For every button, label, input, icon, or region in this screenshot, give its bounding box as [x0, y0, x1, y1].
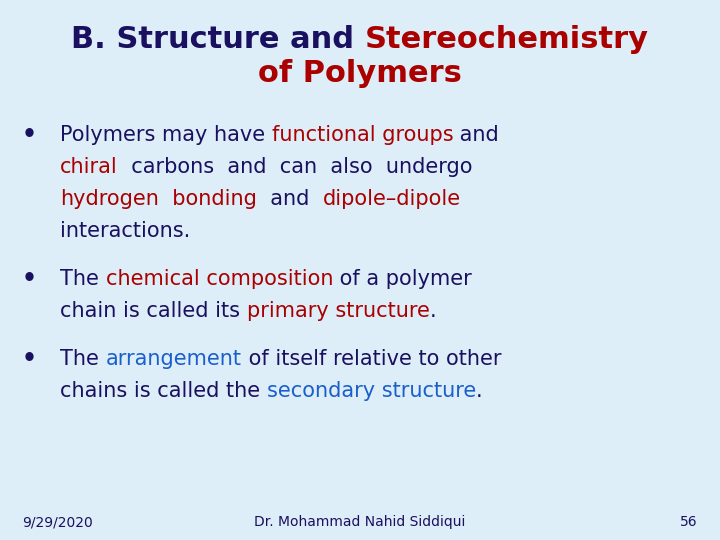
Text: carbons  and  can  also  undergo: carbons and can also undergo	[118, 157, 472, 177]
Text: secondary structure: secondary structure	[266, 381, 476, 401]
Text: Stereochemistry: Stereochemistry	[365, 25, 649, 55]
Text: dipole–dipole: dipole–dipole	[323, 189, 461, 209]
Text: chiral: chiral	[60, 157, 118, 177]
Text: of Polymers: of Polymers	[258, 59, 462, 89]
Text: chains is called the: chains is called the	[60, 381, 266, 401]
Text: of a polymer: of a polymer	[333, 269, 472, 289]
Text: and: and	[257, 189, 323, 209]
Text: The: The	[60, 349, 106, 369]
Text: interactions.: interactions.	[60, 221, 190, 241]
Text: of itself relative to other: of itself relative to other	[241, 349, 501, 369]
Text: chemical composition: chemical composition	[106, 269, 333, 289]
Text: chain is called its: chain is called its	[60, 301, 247, 321]
Text: •: •	[22, 267, 37, 291]
Text: •: •	[22, 123, 37, 147]
Text: 9/29/2020: 9/29/2020	[22, 515, 93, 529]
Text: 56: 56	[680, 515, 698, 529]
Text: •: •	[22, 347, 37, 371]
Text: hydrogen: hydrogen	[60, 189, 159, 209]
Text: Dr. Mohammad Nahid Siddiqui: Dr. Mohammad Nahid Siddiqui	[254, 515, 466, 529]
Text: bonding: bonding	[159, 189, 257, 209]
Text: .: .	[476, 381, 482, 401]
Text: and: and	[454, 125, 499, 145]
Text: Polymers may have: Polymers may have	[60, 125, 271, 145]
Text: arrangement: arrangement	[106, 349, 241, 369]
Text: .: .	[430, 301, 436, 321]
Text: primary structure: primary structure	[247, 301, 430, 321]
Text: functional groups: functional groups	[271, 125, 454, 145]
Text: The: The	[60, 269, 106, 289]
Text: B. Structure and: B. Structure and	[71, 25, 365, 55]
